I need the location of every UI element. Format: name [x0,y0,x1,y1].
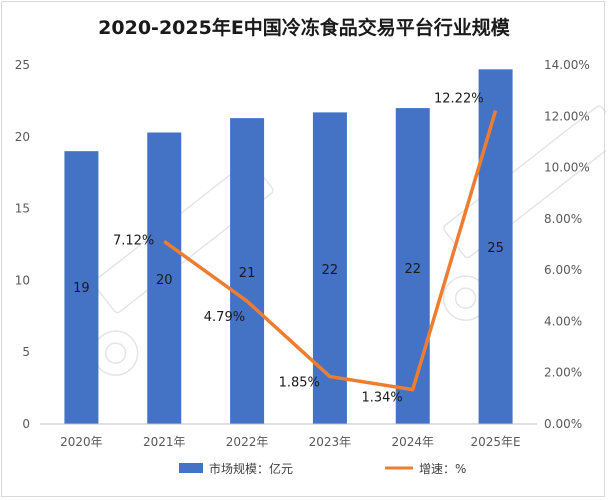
bar-data-label: 19 [73,281,90,296]
bar-data-label: 25 [487,241,504,256]
bar-6 [478,69,513,425]
x-tick-label: 2022年 [226,435,269,449]
y-right-tick-label: 0.00% [544,417,582,431]
watermark-logo-icon [454,287,477,309]
watermark-logo-icon [104,342,127,364]
bar-data-label: 20 [156,273,173,288]
bar-data-label: 22 [322,263,339,278]
y-right-tick-label: 14.00% [544,58,590,72]
growth-line [163,110,498,392]
growth-data-label: 12.22% [434,92,484,107]
y-left-tick-label: 15 [15,202,30,216]
legend-label-market-size: 市场规模：亿元 [209,461,293,476]
x-tick-label: 2023年 [309,435,352,449]
x-tick-label: 2021年 [143,435,186,449]
labels-layer: 19 20 21 22 22 25 7.12% 4.79% 1.85% 1.34% 12.22% [73,92,504,406]
y-right-tick-label: 8.00% [544,212,582,226]
watermark-text-block [443,105,606,259]
bars-layer [64,69,513,425]
legend: 市场规模：亿元 增速：% [179,461,466,476]
y-right-tick-label: 4.00% [544,314,582,328]
bar-4 [312,112,347,424]
y-left-tick-label: 20 [15,130,30,144]
y-left-tick-label: 25 [15,58,30,72]
growth-data-label: 4.79% [204,310,245,325]
bar-5 [395,108,430,424]
bar-data-label: 22 [404,262,421,277]
y-right-tick-label: 6.00% [544,263,582,277]
y-right-tick-label: 10.00% [544,161,590,175]
chart-title: 2020-2025年E中国冷冻食品交易平台行业规模 [98,16,511,39]
y-left-tick-label: 10 [15,273,30,287]
line-layer [163,110,498,392]
growth-data-label: 1.34% [361,391,402,406]
bar-2 [147,132,182,424]
y-right-tick-label: 2.00% [544,366,582,380]
legend-swatch-market-size [179,463,203,473]
bar-3 [230,118,265,424]
growth-data-label: 7.12% [113,233,154,248]
x-tick-label: 2024年 [391,435,434,449]
bar-data-label: 21 [239,266,256,281]
growth-data-label: 1.85% [279,376,320,391]
y-left-tick-label: 5 [22,345,30,359]
x-tick-label: 2025年E [471,435,521,449]
legend-label-growth: 增速：% [419,462,466,476]
x-tick-label: 2020年 [60,435,103,449]
y-left-tick-label: 0 [22,417,30,431]
y-right-tick-label: 12.00% [544,109,590,123]
bar-1 [64,151,99,424]
axis-layer: 2020年 2021年 2022年 2023年 2024年 2025年E 0 5 10 15 20 2… [15,58,590,449]
